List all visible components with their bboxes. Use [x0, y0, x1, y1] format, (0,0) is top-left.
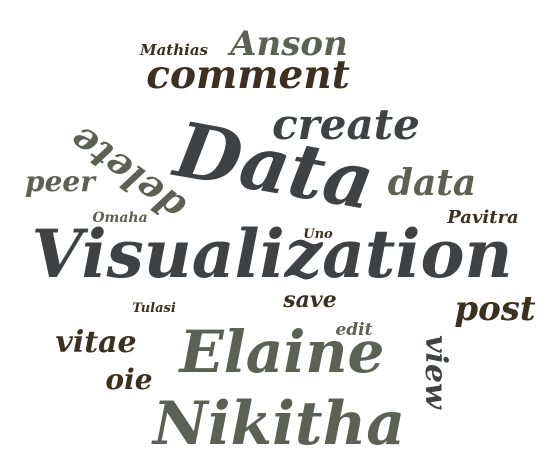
- word-view: view: [418, 335, 453, 410]
- word-comment: comment: [146, 52, 349, 98]
- word-peer: peer: [25, 165, 97, 198]
- word-vitae: vitae: [55, 325, 136, 360]
- word-pavitra: Pavitra: [446, 207, 518, 228]
- word-data-small: data: [388, 162, 476, 204]
- word-tulasi: Tulasi: [132, 301, 176, 316]
- word-post: post: [454, 289, 536, 329]
- word-create: create: [272, 100, 420, 149]
- word-visualization: Visualization: [32, 215, 513, 293]
- word-oie: oie: [105, 363, 152, 396]
- word-save: save: [282, 287, 336, 313]
- word-uno: Uno: [303, 227, 333, 242]
- word-nikitha: Nikitha: [151, 389, 405, 459]
- word-mathias: Mathias: [139, 41, 209, 59]
- word-anson: Anson: [227, 24, 348, 64]
- word-elaine: Elaine: [178, 318, 385, 386]
- word-omaha: Omaha: [92, 210, 147, 226]
- word-edit: edit: [335, 320, 372, 340]
